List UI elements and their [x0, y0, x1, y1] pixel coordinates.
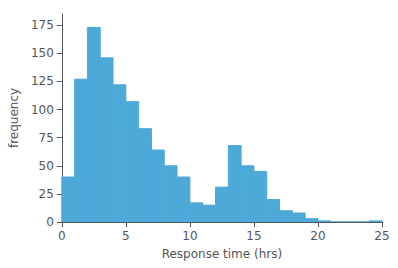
svg-text:frequency: frequency — [7, 88, 21, 148]
svg-text:10: 10 — [182, 229, 197, 243]
svg-text:5: 5 — [122, 229, 130, 243]
svg-text:150: 150 — [31, 46, 54, 60]
svg-text:175: 175 — [31, 18, 54, 32]
svg-text:25: 25 — [39, 187, 54, 201]
svg-text:20: 20 — [310, 229, 325, 243]
svg-text:50: 50 — [39, 159, 54, 173]
svg-text:Response time (hrs): Response time (hrs) — [162, 247, 283, 261]
svg-text:125: 125 — [31, 74, 54, 88]
svg-text:0: 0 — [46, 215, 54, 229]
svg-text:25: 25 — [374, 229, 389, 243]
svg-text:75: 75 — [39, 131, 54, 145]
svg-text:15: 15 — [246, 229, 261, 243]
svg-text:0: 0 — [58, 229, 66, 243]
svg-text:100: 100 — [31, 103, 54, 117]
